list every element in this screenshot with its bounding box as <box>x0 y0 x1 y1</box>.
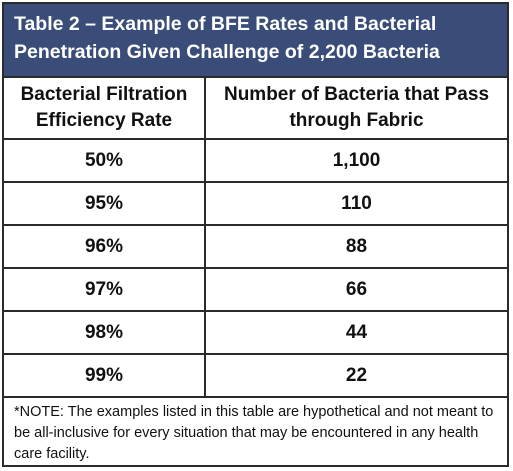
table-row: 95% 110 <box>4 181 507 226</box>
table-footnote: *NOTE: The examples listed in this table… <box>14 404 494 462</box>
header-bfe-rate-line-1: Bacterial Filtration <box>20 84 188 105</box>
cell-bacteria: 1,100 <box>204 138 507 183</box>
cell-rate: 95% <box>4 181 206 226</box>
cell-bacteria: 22 <box>204 353 507 398</box>
header-bfe-rate: Bacterial Filtration Efficiency Rate <box>4 78 206 140</box>
table-title-line-1: Table 2 – Example of BFE Rates and Bacte… <box>14 13 437 35</box>
table-row: 99% 22 <box>4 353 507 398</box>
cell-bacteria: 110 <box>204 181 507 226</box>
table-row: 96% 88 <box>4 224 507 269</box>
table-row: 50% 1,100 <box>4 138 507 183</box>
table-row: 98% 44 <box>4 310 507 355</box>
cell-rate: 96% <box>4 224 206 269</box>
header-bacteria-pass-line-1: Number of Bacteria that Pass <box>223 84 490 105</box>
header-bacteria-pass: Number of Bacteria that Pass through Fab… <box>204 78 507 140</box>
cell-bacteria: 88 <box>204 224 507 269</box>
cell-bacteria: 44 <box>204 310 507 355</box>
table-title-line-2: Penetration Given Challenge of 2,200 Bac… <box>14 41 440 63</box>
table-row: 97% 66 <box>4 267 507 312</box>
header-bacteria-pass-line-2: through Fabric <box>289 110 424 131</box>
cell-rate: 98% <box>4 310 206 355</box>
table-header-row: Bacterial Filtration Efficiency Rate Num… <box>4 78 507 140</box>
cell-rate: 50% <box>4 138 206 183</box>
cell-rate: 97% <box>4 267 206 312</box>
table-title: Table 2 – Example of BFE Rates and Bacte… <box>4 4 507 78</box>
table-frame: Table 2 – Example of BFE Rates and Bacte… <box>2 2 509 467</box>
cell-rate: 99% <box>4 353 206 398</box>
cell-bacteria: 66 <box>204 267 507 312</box>
bfe-table: Bacterial Filtration Efficiency Rate Num… <box>4 78 507 398</box>
header-bfe-rate-line-2: Efficiency Rate <box>35 110 173 131</box>
